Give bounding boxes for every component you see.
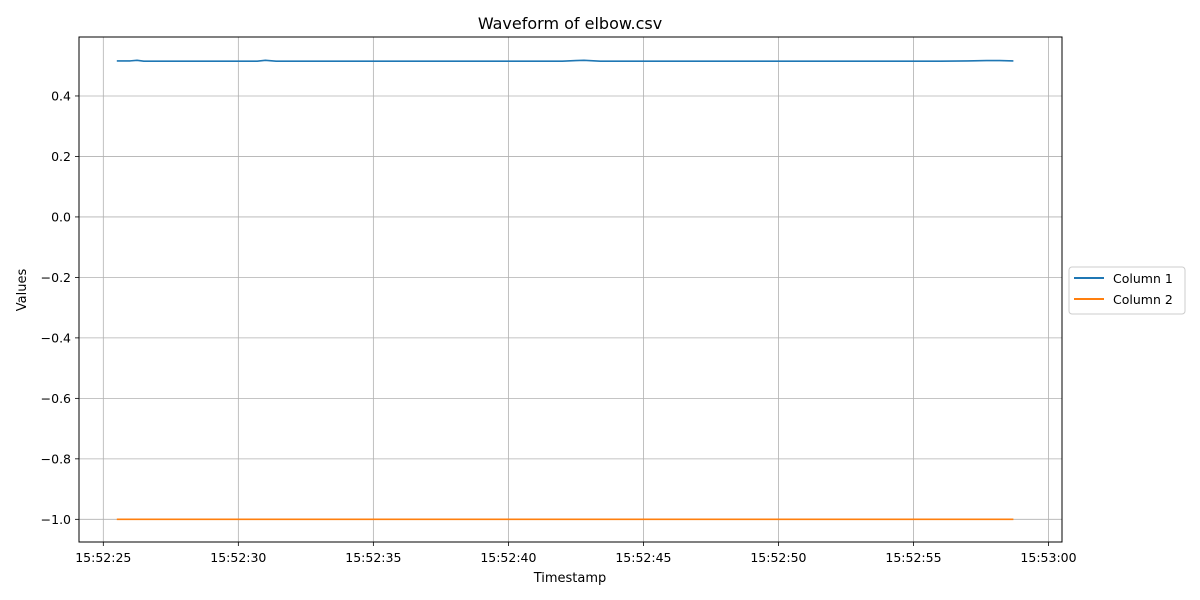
x-axis: 15:52:25 15:52:30 15:52:35 15:52:40 15:52:45… — [75, 542, 1077, 565]
x-axis-label: Timestamp — [533, 571, 607, 586]
x-tick-label: 15:52:55 — [885, 550, 941, 565]
y-tick-label: −1.0 — [41, 512, 71, 527]
x-tick-label: 15:52:50 — [750, 550, 806, 565]
legend-label-column-2: Column 2 — [1113, 292, 1173, 307]
x-tick-label: 15:52:40 — [480, 550, 536, 565]
y-axis: 0.4 0.2 0.0 −0.2 −0.4 −0.6 −0.8 −1.0 — [41, 88, 79, 527]
x-tick-label: 15:52:35 — [345, 550, 401, 565]
plot-area-frame — [78, 36, 1063, 543]
legend[interactable]: Column 1 Column 2 — [1068, 266, 1186, 315]
y-tick-label: −0.6 — [41, 391, 71, 406]
series-line-column-1 — [116, 59, 1014, 62]
y-tick-label: −0.2 — [41, 270, 71, 285]
x-tick-label: 15:52:25 — [75, 550, 131, 565]
x-tick-label: 15:53:00 — [1020, 550, 1076, 565]
x-tick-label: 15:52:45 — [615, 550, 671, 565]
plot-series — [116, 59, 1014, 521]
y-tick-label: 0.4 — [51, 88, 71, 103]
legend-label-column-1: Column 1 — [1113, 271, 1173, 286]
x-tick-label: 15:52:30 — [210, 550, 266, 565]
y-tick-label: 0.2 — [51, 149, 71, 164]
y-tick-label: 0.0 — [51, 209, 71, 224]
y-axis-label: Values — [15, 269, 30, 312]
y-tick-label: −0.8 — [41, 451, 71, 466]
chart-title: Waveform of elbow.csv — [478, 14, 662, 33]
y-tick-label: −0.4 — [41, 330, 71, 345]
grid-lines — [79, 37, 1062, 542]
